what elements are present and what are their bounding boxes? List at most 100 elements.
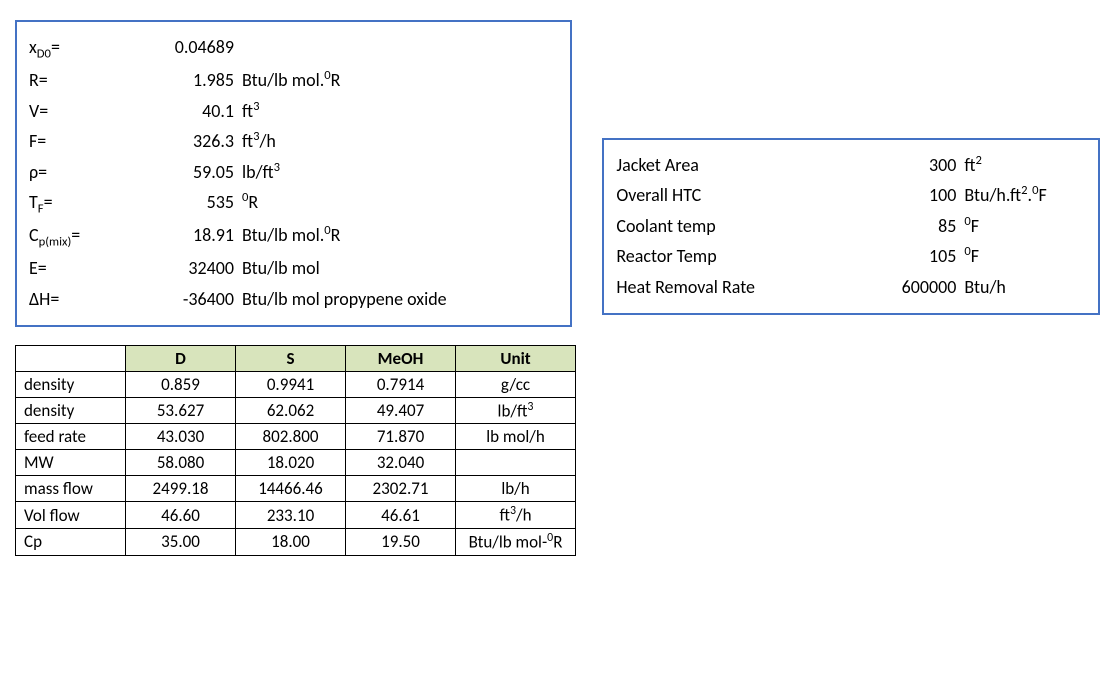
page: xD0=0.04689R=1.985Btu/lb mol.0RV=40.1ft3…: [0, 0, 1115, 677]
data-cell: 0.859: [126, 371, 236, 397]
param-value: 40.1: [144, 96, 242, 127]
param-label: V=: [29, 96, 144, 127]
unit-cell: [456, 450, 576, 476]
table-header-cell: MeOH: [346, 345, 456, 371]
data-cell: 0.7914: [346, 371, 456, 397]
param-unit: lb/ft3: [242, 157, 558, 188]
param-label: ΔH=: [29, 284, 144, 315]
heat-label: Jacket Area: [616, 150, 836, 181]
row-label-cell: mass flow: [16, 476, 126, 502]
table-header-cell: [16, 345, 126, 371]
param-label: ρ=: [29, 157, 144, 188]
row-label-cell: Vol flow: [16, 502, 126, 529]
row-label-cell: Cp: [16, 528, 126, 555]
data-cell: 18.020: [236, 450, 346, 476]
heat-value: 85: [836, 211, 964, 242]
unit-cell: g/cc: [456, 371, 576, 397]
table-row: density53.62762.06249.407lb/ft3: [16, 397, 576, 424]
heat-unit: ft2: [964, 150, 1086, 181]
param-row-Cp_mix: Cp(mix)=18.91Btu/lb mol.0R: [29, 220, 558, 253]
heat-value: 300: [836, 150, 964, 181]
table-header-cell: D: [126, 345, 236, 371]
row-label-cell: density: [16, 371, 126, 397]
heat-row-reactor_temp: Reactor Temp1050F: [616, 241, 1086, 272]
heat-row-heat_removal: Heat Removal Rate600000Btu/h: [616, 272, 1086, 303]
table-row: feed rate43.030802.80071.870lb mol/h: [16, 424, 576, 450]
param-value: 1.985: [144, 65, 242, 96]
param-row-x_D0: xD0=0.04689: [29, 32, 558, 65]
heat-value: 100: [836, 180, 964, 211]
param-label: R=: [29, 65, 144, 96]
param-unit: ft3/h: [242, 126, 558, 157]
table-row: density0.8590.99410.7914g/cc: [16, 371, 576, 397]
table-header-cell: Unit: [456, 345, 576, 371]
heat-unit: Btu/h: [964, 272, 1086, 303]
data-cell: 71.870: [346, 424, 456, 450]
heat-row-coolant_temp: Coolant temp850F: [616, 211, 1086, 242]
heat-label: Coolant temp: [616, 211, 836, 242]
param-row-E: E=32400Btu/lb mol: [29, 253, 558, 284]
param-value: 326.3: [144, 126, 242, 157]
data-cell: 46.60: [126, 502, 236, 529]
param-row-dH: ΔH=-36400Btu/lb mol propypene oxide: [29, 284, 558, 315]
param-label: E=: [29, 253, 144, 284]
heat-unit: 0F: [964, 211, 1086, 242]
row-label-cell: feed rate: [16, 424, 126, 450]
data-cell: 32.040: [346, 450, 456, 476]
table-row: MW58.08018.02032.040: [16, 450, 576, 476]
heat-unit: Btu/h.ft2.0F: [964, 180, 1086, 211]
param-value: 0.04689: [144, 32, 242, 63]
param-label: Cp(mix)=: [29, 220, 144, 253]
param-value: 32400: [144, 253, 242, 284]
data-cell: 802.800: [236, 424, 346, 450]
param-label: TF=: [29, 187, 144, 220]
row-label-cell: density: [16, 397, 126, 424]
unit-cell: Btu/lb mol-0R: [456, 528, 576, 555]
heat-row-overall_htc: Overall HTC100Btu/h.ft2.0F: [616, 180, 1086, 211]
unit-cell: lb/ft3: [456, 397, 576, 424]
data-cell: 35.00: [126, 528, 236, 555]
unit-cell: lb/h: [456, 476, 576, 502]
data-cell: 2499.18: [126, 476, 236, 502]
param-value: 535: [144, 187, 242, 218]
data-cell: 2302.71: [346, 476, 456, 502]
param-row-R: R=1.985Btu/lb mol.0R: [29, 65, 558, 96]
data-cell: 62.062: [236, 397, 346, 424]
data-cell: 58.080: [126, 450, 236, 476]
row-label-cell: MW: [16, 450, 126, 476]
top-row: xD0=0.04689R=1.985Btu/lb mol.0RV=40.1ft3…: [15, 20, 1100, 327]
param-row-V: V=40.1ft3: [29, 96, 558, 127]
param-row-rho: ρ=59.05lb/ft3: [29, 157, 558, 188]
heat-value: 105: [836, 241, 964, 272]
data-cell: 43.030: [126, 424, 236, 450]
param-unit: Btu/lb mol: [242, 253, 558, 284]
table-row: Vol flow46.60233.1046.61ft3/h: [16, 502, 576, 529]
data-cell: 46.61: [346, 502, 456, 529]
data-cell: 18.00: [236, 528, 346, 555]
param-unit: ft3: [242, 96, 558, 127]
data-cell: 49.407: [346, 397, 456, 424]
param-value: 59.05: [144, 157, 242, 188]
unit-cell: ft3/h: [456, 502, 576, 529]
param-value: -36400: [144, 284, 242, 315]
heat-value: 600000: [836, 272, 964, 303]
properties-table: DSMeOHUnitdensity0.8590.99410.7914g/ccde…: [15, 345, 576, 556]
table-row: Cp35.0018.0019.50Btu/lb mol-0R: [16, 528, 576, 555]
heat-label: Overall HTC: [616, 180, 836, 211]
param-label: xD0=: [29, 32, 144, 65]
heat-label: Heat Removal Rate: [616, 272, 836, 303]
parameters-box: xD0=0.04689R=1.985Btu/lb mol.0RV=40.1ft3…: [15, 20, 572, 327]
unit-cell: lb mol/h: [456, 424, 576, 450]
heat-box: Jacket Area300ft2Overall HTC100Btu/h.ft2…: [602, 138, 1100, 315]
heat-label: Reactor Temp: [616, 241, 836, 272]
param-unit: Btu/lb mol.0R: [242, 65, 558, 96]
data-cell: 53.627: [126, 397, 236, 424]
param-row-F: F=326.3ft3/h: [29, 126, 558, 157]
param-value: 18.91: [144, 220, 242, 251]
table-row: mass flow2499.1814466.462302.71lb/h: [16, 476, 576, 502]
param-unit: Btu/lb mol.0R: [242, 220, 558, 251]
data-cell: 233.10: [236, 502, 346, 529]
data-cell: 14466.46: [236, 476, 346, 502]
param-label: F=: [29, 126, 144, 157]
heat-row-jacket_area: Jacket Area300ft2: [616, 150, 1086, 181]
